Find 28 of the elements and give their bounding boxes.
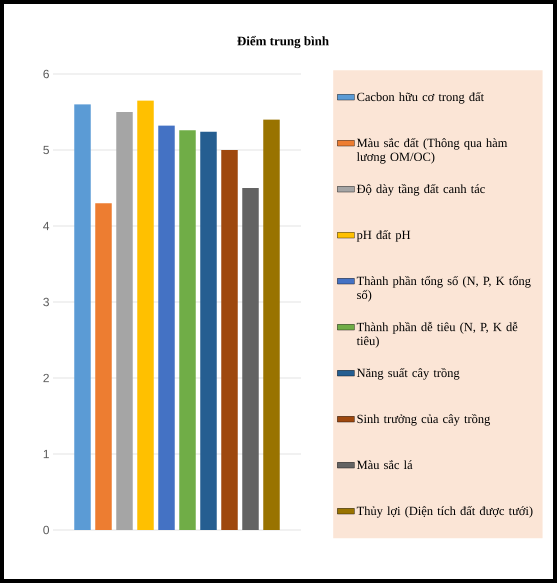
legend-label: Thành phần tổng số (N, P, K tổng số) bbox=[356, 276, 531, 302]
bar bbox=[74, 104, 91, 530]
legend-label: Màu sắc đất (Thông qua hàm lương OM/OC) bbox=[356, 138, 508, 164]
bar bbox=[263, 120, 280, 530]
legend-label: Thủy lợi (Diện tích đất được tưới) bbox=[356, 506, 532, 518]
bar bbox=[200, 132, 217, 530]
legend-label: Năng suất cây trồng bbox=[356, 368, 460, 380]
legend-label: Độ dày tầng đất canh tác bbox=[356, 184, 485, 196]
bar bbox=[242, 188, 259, 530]
legend-label: Thành phần dễ tiêu (N, P, K dễ tiêu) bbox=[356, 322, 518, 348]
bar bbox=[179, 130, 196, 530]
legend-label: Cacbon hữu cơ trong đất bbox=[357, 92, 484, 104]
bar bbox=[158, 126, 175, 530]
y-tick-label: 6 bbox=[43, 70, 49, 78]
legend-label: Sinh trưởng của cây trồng bbox=[357, 414, 490, 426]
bar bbox=[221, 150, 238, 530]
legend-label: Màu sắc lá bbox=[356, 460, 412, 470]
bar bbox=[95, 203, 112, 530]
y-tick-label: 0 bbox=[43, 526, 50, 534]
chart-title: Điểm trung bình bbox=[237, 36, 329, 48]
bar bbox=[116, 112, 133, 530]
y-tick-label: 2 bbox=[43, 374, 49, 382]
y-tick-label: 3 bbox=[43, 298, 49, 306]
y-tick-label: 4 bbox=[43, 222, 50, 230]
bar bbox=[137, 100, 154, 530]
legend-label: pH đất pH bbox=[356, 230, 410, 242]
y-tick-label: 1 bbox=[44, 450, 49, 458]
y-tick-label: 5 bbox=[43, 146, 49, 154]
